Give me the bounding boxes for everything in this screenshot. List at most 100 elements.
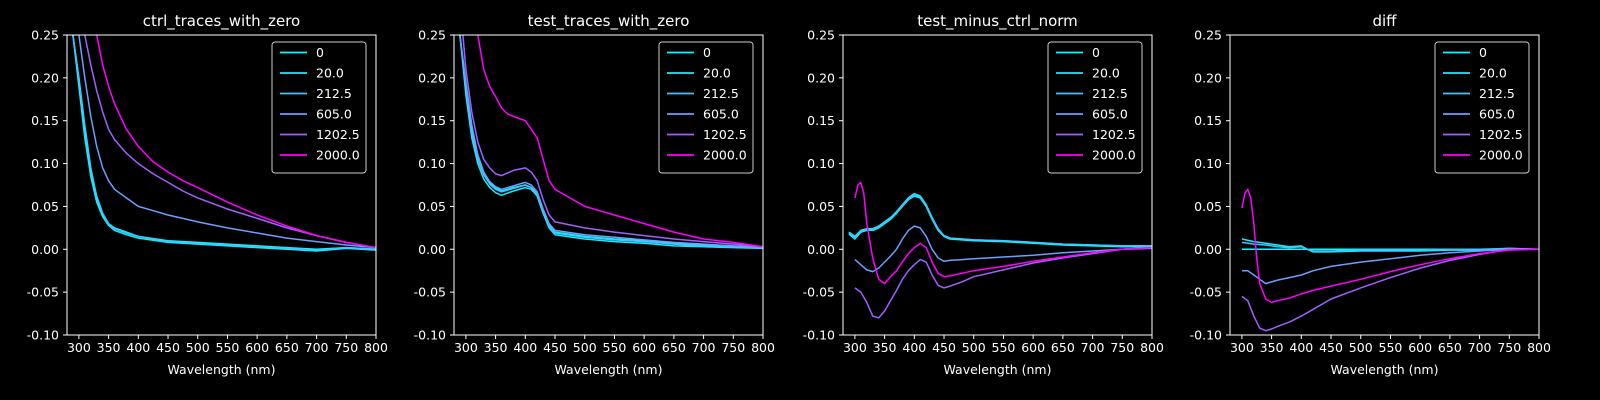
- x-tick-label: 400: [513, 340, 537, 355]
- legend-label: 2000.0: [703, 148, 747, 163]
- legend-label: 2000.0: [1092, 148, 1136, 163]
- y-tick-label: -0.10: [803, 328, 835, 343]
- legend-label: 2000.0: [1479, 148, 1523, 163]
- legend-label: 0: [1092, 45, 1100, 60]
- x-tick-label: 600: [245, 340, 269, 355]
- series-line-20.0: [1241, 238, 1539, 253]
- y-tick-label: 0.25: [418, 28, 446, 43]
- legend-label: 0: [703, 45, 711, 60]
- series-line-605.0: [1241, 248, 1539, 285]
- legend-label: 605.0: [703, 107, 739, 122]
- plot-frame: [66, 34, 377, 336]
- x-tick-label: 800: [364, 340, 388, 355]
- x-tick-label: 400: [126, 340, 150, 355]
- x-tick-label: 550: [216, 340, 240, 355]
- chart-title: diff: [1372, 12, 1397, 30]
- legend-label: 1202.5: [703, 127, 747, 142]
- x-tick-label: 550: [603, 340, 627, 355]
- legend-label: 212.5: [1479, 86, 1515, 101]
- x-axis-label: Wavelength (nm): [1331, 362, 1439, 377]
- legend: 0 20.0 212.5 605.0 1202.5 2000.0: [1047, 41, 1143, 174]
- x-tick-label: 400: [902, 340, 926, 355]
- y-tick-label: 0.05: [807, 199, 835, 214]
- series-line-20.0: [459, 35, 763, 250]
- legend-box: [1434, 41, 1530, 174]
- y-tick-label: 0.20: [1194, 70, 1222, 85]
- chart-title: ctrl_traces_with_zero: [143, 12, 300, 31]
- x-tick-label: 450: [156, 340, 180, 355]
- legend-label: 1202.5: [1092, 127, 1136, 142]
- x-axis-label: Wavelength (nm): [944, 362, 1052, 377]
- legend-label: 20.0: [1479, 66, 1507, 81]
- x-tick-label: 300: [67, 340, 91, 355]
- y-tick-label: 0.10: [1194, 156, 1222, 171]
- series-line-2000.0: [477, 35, 763, 248]
- series-line-20.0: [848, 192, 1152, 247]
- x-tick-label: 700: [1468, 340, 1492, 355]
- legend-label: 20.0: [703, 66, 731, 81]
- x-tick-label: 650: [1051, 340, 1075, 355]
- x-tick-label: 300: [843, 340, 867, 355]
- legend: 0 20.0 212.5 605.0 1202.5 2000.0: [271, 41, 367, 174]
- x-tick-label: 350: [873, 340, 897, 355]
- x-tick-label: 700: [692, 340, 716, 355]
- series-line-605.0: [78, 35, 376, 249]
- series-line-605.0: [459, 35, 763, 249]
- chart-title: test_traces_with_zero: [528, 12, 690, 31]
- x-tick-label: 300: [454, 340, 478, 355]
- x-tick-label: 600: [632, 340, 656, 355]
- legend-label: 0: [316, 45, 324, 60]
- y-tick-label: 0.10: [31, 156, 59, 171]
- series-line-1202.5: [84, 35, 376, 249]
- x-tick-label: 600: [1021, 340, 1045, 355]
- x-tick-label: 700: [1081, 340, 1105, 355]
- y-tick-label: 0.05: [31, 199, 59, 214]
- x-tick-label: 750: [1497, 340, 1521, 355]
- x-tick-label: 800: [1140, 340, 1164, 355]
- y-tick-label: 0.15: [807, 113, 835, 128]
- series-line-212.5: [1241, 241, 1539, 252]
- legend-box: [271, 41, 367, 174]
- x-tick-label: 500: [186, 340, 210, 355]
- chart-panel-3: test_minus_ctrl_norm 300 350 400 450 500 550 60…: [803, 12, 1164, 377]
- y-tick-label: 0.10: [807, 156, 835, 171]
- x-tick-label: 500: [1349, 340, 1373, 355]
- x-tick-label: 450: [932, 340, 956, 355]
- x-tick-label: 650: [275, 340, 299, 355]
- legend-box: [1047, 41, 1143, 174]
- y-tick-label: 0.15: [31, 113, 59, 128]
- x-tick-label: 650: [1438, 340, 1462, 355]
- series-line-20.0: [72, 35, 376, 252]
- series-line-0: [848, 195, 1152, 248]
- x-tick-label: 750: [1110, 340, 1134, 355]
- x-axis-label: Wavelength (nm): [555, 362, 663, 377]
- legend-label: 605.0: [1092, 107, 1128, 122]
- series-line-1202.5: [462, 35, 763, 248]
- x-axis-label: Wavelength (nm): [168, 362, 276, 377]
- plot-frame: [1229, 34, 1540, 336]
- series-line-2000.0: [854, 181, 1152, 285]
- y-tick-label: 0.00: [1194, 242, 1222, 257]
- y-tick-label: 0.05: [1194, 199, 1222, 214]
- legend-label: 605.0: [316, 107, 352, 122]
- series-line-212.5: [459, 35, 763, 249]
- series-line-2000.0: [95, 35, 376, 249]
- x-tick-label: 500: [573, 340, 597, 355]
- x-tick-label: 600: [1408, 340, 1432, 355]
- legend: 0 20.0 212.5 605.0 1202.5 2000.0: [658, 41, 754, 174]
- y-tick-label: -0.10: [1190, 328, 1222, 343]
- x-tick-label: 300: [1230, 340, 1254, 355]
- x-tick-label: 700: [305, 340, 329, 355]
- y-tick-label: -0.10: [414, 328, 446, 343]
- series-line-605.0: [854, 225, 1152, 273]
- legend-box: [658, 41, 754, 174]
- y-tick-label: 0.00: [807, 242, 835, 257]
- y-tick-label: -0.05: [27, 285, 59, 300]
- y-tick-label: 0.20: [807, 70, 835, 85]
- x-tick-label: 350: [1260, 340, 1284, 355]
- y-tick-label: -0.05: [803, 285, 835, 300]
- x-tick-label: 350: [97, 340, 121, 355]
- legend-label: 212.5: [316, 86, 352, 101]
- legend-label: 605.0: [1479, 107, 1515, 122]
- legend-label: 212.5: [703, 86, 739, 101]
